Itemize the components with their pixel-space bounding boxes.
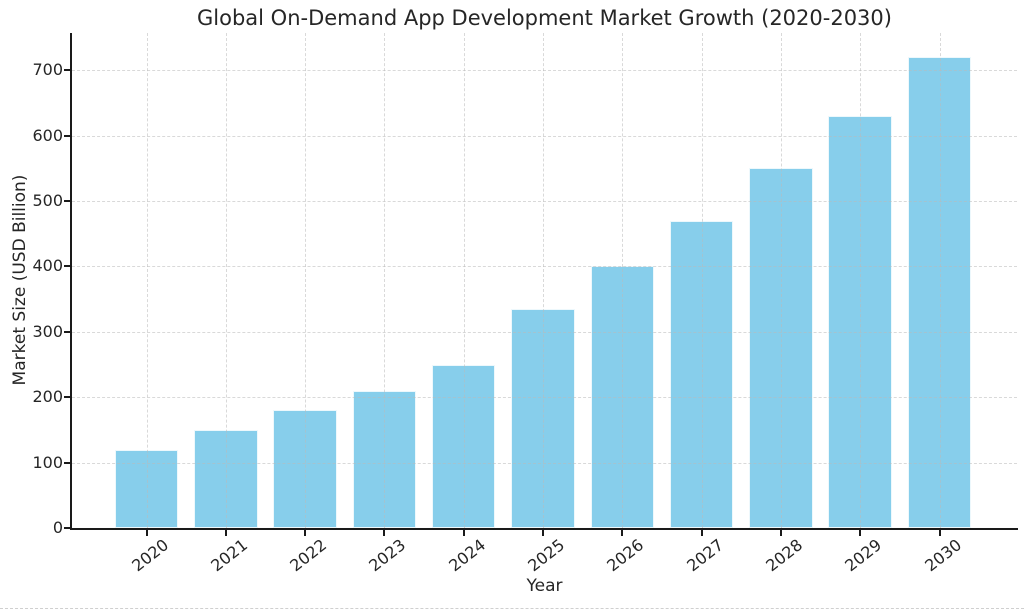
y-tick-label-200: 200 [32, 387, 63, 407]
gridline-v-2024 [463, 33, 465, 528]
gridline-v-2021 [225, 33, 227, 528]
y-tick-label-500: 500 [32, 191, 63, 211]
y-tick-mark-0 [64, 527, 70, 529]
y-tick-label-600: 600 [32, 125, 63, 145]
x-tick-mark-2027 [700, 530, 703, 536]
y-tick-mark-200 [64, 396, 70, 399]
gridline-v-2029 [860, 33, 862, 528]
y-tick-label-700: 700 [32, 60, 63, 80]
y-tick-mark-100 [64, 461, 70, 464]
gridline-v-2028 [780, 33, 782, 528]
x-tick-mark-2020 [145, 530, 148, 536]
x-tick-mark-2026 [621, 530, 624, 536]
gridline-h-600 [72, 135, 1017, 137]
chart-title: Global On-Demand App Development Market … [197, 6, 892, 30]
gridline-h-400 [72, 266, 1017, 268]
x-tick-mark-2023 [383, 530, 386, 536]
y-axis-spine [70, 33, 72, 530]
gridline-v-2027 [701, 33, 703, 528]
gridline-h-300 [72, 331, 1017, 333]
gridline-v-2022 [305, 33, 307, 528]
gridline-h-700 [72, 70, 1017, 72]
plot-area [72, 33, 1017, 528]
x-tick-mark-2025 [542, 530, 544, 536]
x-tick-mark-2028 [779, 530, 782, 536]
x-tick-mark-2022 [304, 530, 307, 536]
x-tick-mark-2021 [224, 530, 227, 536]
y-tick-mark-600 [64, 134, 70, 137]
gridline-h-200 [72, 397, 1017, 399]
gridline-v-2020 [146, 33, 148, 528]
y-tick-label-0: 0 [52, 518, 63, 537]
y-tick-label-300: 300 [32, 321, 63, 341]
gridline-v-2023 [384, 33, 386, 528]
y-tick-label-400: 400 [32, 256, 63, 276]
x-tick-mark-2030 [938, 530, 941, 536]
x-tick-mark-2024 [462, 530, 465, 536]
gridline-v-2025 [543, 33, 544, 528]
y-tick-mark-300 [64, 330, 70, 333]
x-axis-spine [70, 528, 1018, 530]
gridline-h-100 [72, 462, 1017, 464]
y-tick-mark-700 [64, 69, 70, 72]
y-tick-mark-500 [64, 200, 70, 203]
x-axis-title: Year [526, 576, 563, 596]
y-axis-title: Market Size (USD Billion) [10, 174, 30, 386]
page-bottom-dashed-line [0, 608, 1024, 609]
y-tick-mark-400 [64, 265, 70, 268]
y-tick-label-100: 100 [32, 452, 63, 472]
gridline-v-2030 [939, 33, 941, 528]
x-tick-mark-2029 [859, 530, 862, 536]
gridline-v-2026 [622, 33, 624, 528]
gridline-h-500 [72, 201, 1017, 203]
